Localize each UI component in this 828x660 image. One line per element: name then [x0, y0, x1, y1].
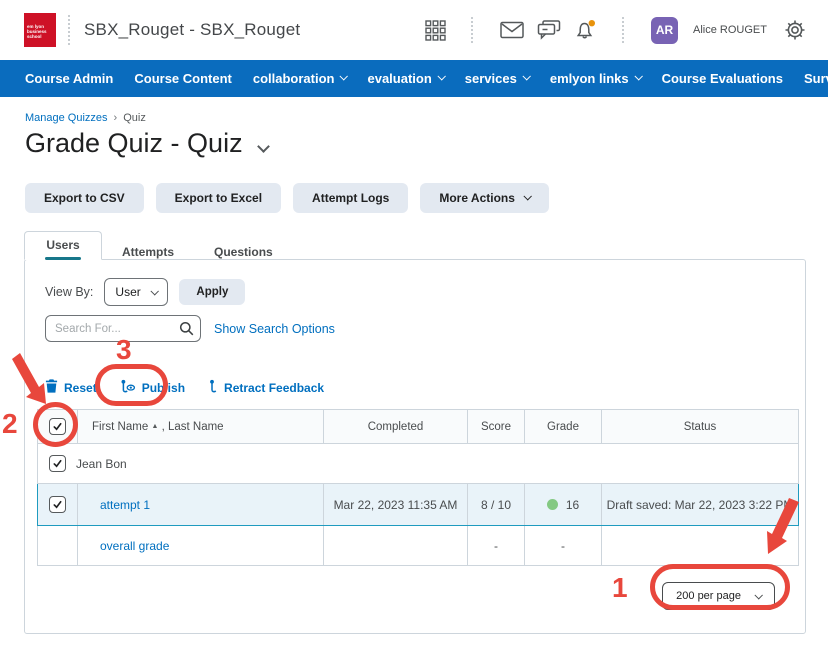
tab-bar: Users Attempts Questions	[24, 231, 828, 260]
publish-icon	[120, 379, 136, 396]
show-search-options-link[interactable]: Show Search Options	[214, 321, 335, 336]
course-title[interactable]: SBX_Rouget - SBX_Rouget	[84, 20, 301, 39]
overall-score: -	[467, 525, 525, 566]
overall-status	[601, 525, 799, 566]
grade-indicator-dot	[546, 499, 558, 510]
title-dropdown-chevron-icon[interactable]	[256, 140, 270, 153]
avatar[interactable]: AR	[651, 16, 679, 44]
attempt-link[interactable]: attempt 1	[100, 497, 151, 512]
notification-dot	[588, 20, 596, 27]
users-tab-panel: View By: User Apply Show Search Options	[24, 259, 806, 634]
bell-icon[interactable]	[574, 19, 597, 41]
emlyon-logo[interactable]: em lyon business school	[24, 13, 56, 47]
breadcrumb-quiz[interactable]: Quiz	[123, 112, 146, 124]
chevron-down-icon	[437, 72, 446, 81]
attempt-row: attempt 1 Mar 22, 2023 11:35 AM 8 / 10 1…	[37, 483, 799, 526]
chevron-down-icon	[523, 192, 532, 201]
mail-icon[interactable]	[500, 21, 524, 39]
export-csv-button[interactable]: Export to CSV	[25, 183, 144, 213]
search-input[interactable]	[45, 315, 201, 342]
attempt-status: Draft saved: Mar 22, 2023 3:22 PM	[601, 483, 799, 526]
more-actions-button[interactable]: More Actions	[420, 183, 549, 213]
toolbar: Export to CSV Export to Excel Attempt Lo…	[25, 183, 828, 213]
student-name: Jean Bon	[76, 456, 127, 471]
tab-questions[interactable]: Questions	[214, 245, 273, 259]
per-page-select[interactable]: 200 per page	[662, 582, 775, 610]
student-group-row: Jean Bon	[37, 443, 799, 484]
publish-button[interactable]: Publish	[120, 379, 185, 396]
student-checkbox[interactable]	[49, 455, 66, 472]
chevron-down-icon	[634, 72, 643, 81]
attempt-completed: Mar 22, 2023 11:35 AM	[323, 483, 468, 526]
select-all-checkbox[interactable]	[49, 418, 66, 435]
retract-feedback-icon	[208, 379, 218, 396]
nav-surveys[interactable]: Surveys	[803, 71, 828, 86]
attempt-checkbox[interactable]	[49, 496, 66, 513]
tab-attempts[interactable]: Attempts	[122, 245, 175, 259]
nav-emlyon-links[interactable]: emlyon links	[550, 71, 643, 86]
nav-evaluation[interactable]: evaluation	[367, 71, 446, 86]
view-by-label: View By:	[45, 285, 94, 299]
breadcrumb: Manage Quizzes › Quiz	[25, 112, 828, 124]
header-name[interactable]: First Name ▲ , Last Name	[77, 409, 324, 444]
breadcrumb-separator: ›	[113, 112, 118, 124]
overall-completed	[323, 525, 468, 566]
overall-grade-link[interactable]: overall grade	[100, 538, 170, 553]
divider	[68, 15, 70, 45]
view-by-select[interactable]: User	[104, 278, 169, 306]
tab-users[interactable]: Users	[24, 231, 102, 260]
attempt-grade: 16	[565, 497, 580, 512]
active-tab-underline	[45, 257, 81, 260]
nav-course-evaluations[interactable]: Course Evaluations	[661, 71, 783, 86]
app-grid-icon[interactable]	[425, 19, 446, 41]
overall-grade: -	[524, 525, 602, 566]
chevron-down-icon	[754, 591, 763, 600]
divider	[471, 17, 474, 43]
attempt-score: 8 / 10	[467, 483, 525, 526]
sort-ascending-icon: ▲	[151, 422, 159, 430]
attempts-table: First Name ▲ , Last Name Completed Score…	[37, 409, 799, 566]
gear-icon[interactable]	[784, 19, 806, 41]
export-excel-button[interactable]: Export to Excel	[155, 183, 282, 213]
chevron-down-icon	[150, 287, 160, 296]
trash-icon	[45, 379, 58, 396]
nav-course-content[interactable]: Course Content	[134, 71, 232, 86]
nav-collaboration[interactable]: collaboration	[253, 71, 349, 86]
bulk-actions-row: Reset Publish Retract Feedback	[45, 379, 793, 396]
header-checkbox-cell	[37, 409, 78, 444]
search-icon[interactable]	[179, 321, 194, 341]
divider	[622, 17, 625, 43]
chevron-down-icon	[339, 72, 349, 81]
reset-button[interactable]: Reset	[45, 379, 97, 396]
overall-grade-row: overall grade - -	[37, 525, 799, 566]
nav-services[interactable]: services	[465, 71, 531, 86]
annotation-step-2: 2	[2, 408, 18, 439]
chat-icon[interactable]	[537, 19, 561, 41]
header-grade: Grade	[524, 409, 602, 444]
course-navbar: Course Admin Course Content collaboratio…	[0, 60, 828, 97]
page-title: Grade Quiz - Quiz	[25, 128, 243, 158]
apply-button[interactable]: Apply	[179, 279, 246, 305]
attempt-logs-button[interactable]: Attempt Logs	[293, 183, 409, 213]
nav-course-admin[interactable]: Course Admin	[25, 71, 114, 86]
top-bar: em lyon business school SBX_Rouget - SBX…	[0, 0, 828, 60]
chevron-down-icon	[522, 72, 531, 81]
header-score: Score	[467, 409, 525, 444]
user-name[interactable]: Alice ROUGET	[693, 24, 767, 36]
header-status: Status	[601, 409, 799, 444]
header-completed: Completed	[323, 409, 468, 444]
breadcrumb-manage-quizzes[interactable]: Manage Quizzes	[25, 112, 108, 124]
retract-feedback-button[interactable]: Retract Feedback	[208, 379, 324, 396]
